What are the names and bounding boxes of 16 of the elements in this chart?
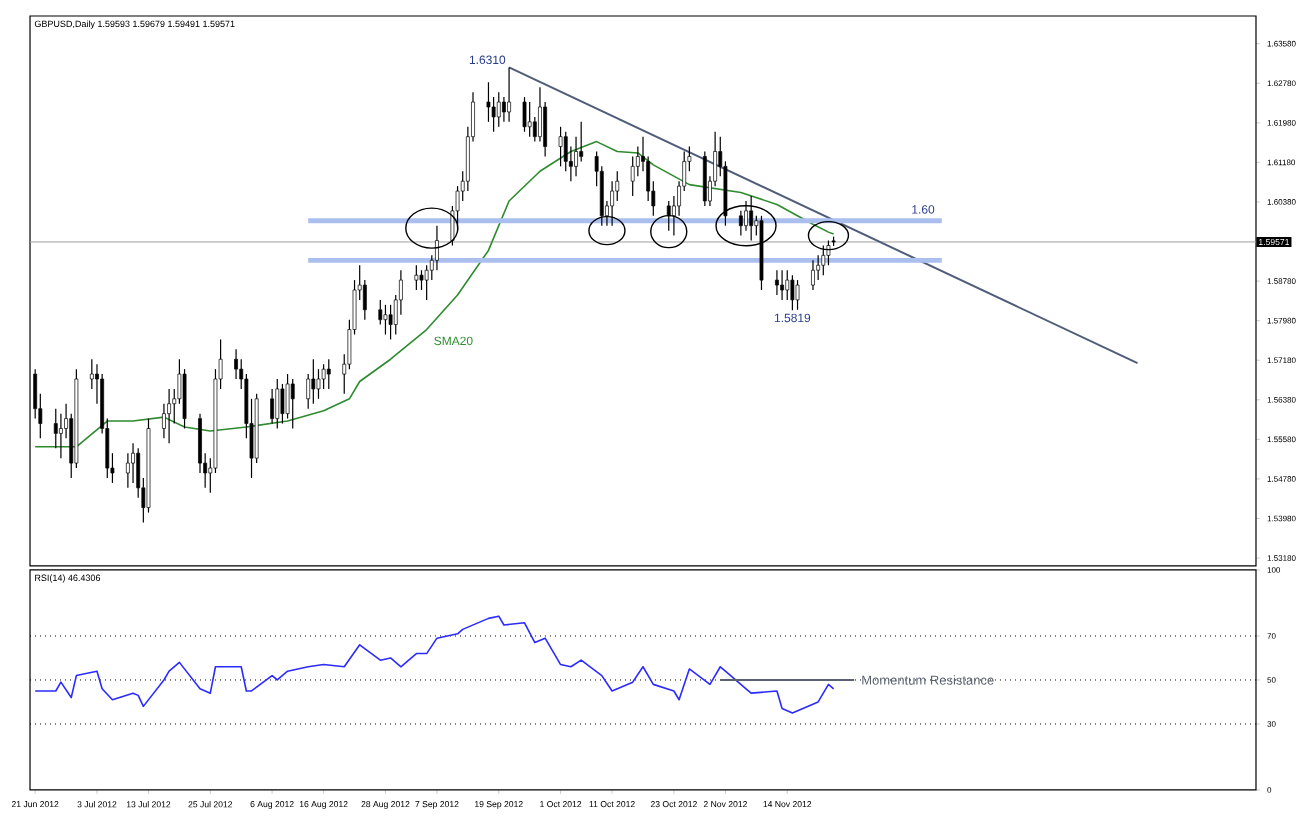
candlestick	[167, 388, 171, 444]
candlestick	[738, 210, 743, 237]
candlestick	[270, 388, 275, 425]
candlestick	[234, 348, 238, 380]
candlestick	[162, 403, 166, 439]
candlestick	[538, 86, 542, 143]
candlestick	[125, 452, 130, 489]
candlestick	[131, 442, 135, 484]
candlestick	[816, 254, 821, 281]
candlestick	[507, 66, 511, 123]
candlestick	[780, 269, 784, 301]
candlestick	[811, 259, 815, 291]
candlestick	[198, 413, 202, 474]
candlestick	[775, 269, 779, 296]
line-series	[34, 140, 835, 448]
line-series	[34, 615, 835, 714]
